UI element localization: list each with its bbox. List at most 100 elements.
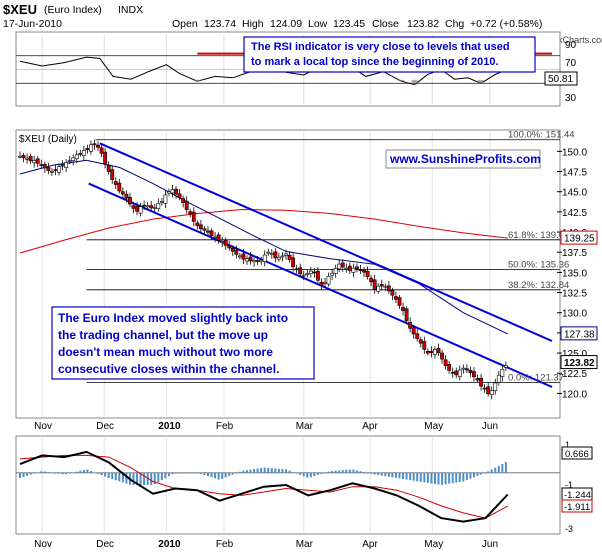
candle-down [482, 387, 487, 390]
fib-label: 100.0%: 151.44 [508, 130, 575, 141]
rsi-oversold-shade [411, 79, 418, 85]
macd-histogram-bar [253, 469, 256, 473]
price-note-line-1: The Euro Index moved slightly back into [58, 311, 288, 325]
rsi-oversold-shade [194, 79, 201, 82]
macd-histogram-bar [238, 471, 241, 473]
candle-up [18, 155, 22, 158]
macd-histogram-bar [426, 472, 429, 483]
x-label-nov: Nov [34, 421, 52, 432]
candle-up [259, 259, 264, 262]
candle-down [440, 352, 444, 360]
candle-down [418, 339, 423, 344]
macd-histogram-bar [86, 469, 89, 473]
macd-histogram-bar [504, 462, 507, 473]
high-label: High [242, 18, 264, 30]
macd-histogram-bar [416, 472, 419, 482]
candle-down [379, 284, 384, 287]
rsi-value-box [544, 71, 578, 86]
macd-histogram-bar [185, 472, 188, 474]
candle-down [128, 196, 132, 205]
macd-histogram-bar [263, 467, 266, 473]
candle-down [230, 248, 235, 252]
price-tick-label: 145.0 [562, 188, 587, 199]
macd-x-label-feb: Feb [216, 539, 234, 550]
macd-histogram-bar [54, 472, 57, 474]
macd-histogram-bar [490, 469, 493, 473]
macd-histogram-bar [249, 469, 252, 473]
candle-up [308, 270, 313, 274]
candle-down [358, 269, 363, 271]
candle-up [50, 171, 54, 173]
macd-histogram-bar [387, 472, 390, 477]
fib-label: 0.0%: 121.37 [508, 372, 564, 383]
macd-histogram-bar [267, 467, 270, 473]
close-label: Close [372, 18, 399, 30]
candle-down [202, 228, 207, 231]
macd-histogram-bar [480, 472, 483, 475]
macd-histogram-bar [494, 467, 497, 473]
candle-down [408, 321, 413, 329]
macd-histogram-bar [412, 472, 415, 481]
macd-histogram-bar [114, 472, 117, 481]
macd-histogram-bar [487, 471, 490, 473]
candle-down [21, 155, 26, 159]
candle-up [156, 202, 161, 209]
macd-histogram-bar [320, 472, 323, 474]
macd-histogram-bar [437, 472, 440, 485]
candle-down [42, 164, 47, 169]
candle-down [195, 222, 200, 227]
candle-up [323, 282, 327, 284]
channel-upper-line [99, 142, 553, 342]
macd-histogram-bar [274, 468, 277, 473]
macd-signal-line [19, 454, 508, 519]
candle-down [110, 169, 115, 180]
ma-long-value-tag: 139.25 [564, 234, 595, 245]
macd-line [19, 450, 509, 523]
ma-short-value-tag-box [560, 326, 598, 341]
candle-up [376, 285, 381, 292]
macd-histogram-bar [36, 472, 39, 474]
macd-histogram-bar [501, 463, 504, 473]
candle-down [340, 262, 345, 268]
symbol-label: $XEU [3, 2, 37, 17]
macd-histogram-bar [43, 471, 46, 473]
candle-up [433, 349, 437, 355]
fib-label: 38.2%: 132.84 [508, 280, 569, 291]
macd-histogram-bar [47, 472, 50, 473]
macd-histogram-bar [462, 472, 465, 482]
macd-histogram-bar [465, 472, 468, 481]
macd-histogram-bar [444, 472, 447, 485]
price-tick-label: 142.5 [562, 208, 587, 219]
price-tick-label: 122.5 [562, 369, 587, 380]
candle-down [124, 193, 129, 199]
macd-histogram-bar [256, 468, 259, 473]
candle-up [269, 253, 274, 255]
candle-down [411, 327, 416, 335]
macd-histogram-bar [285, 469, 287, 473]
macd-histogram-bar [324, 472, 327, 474]
macd-histogram-bar [79, 470, 82, 473]
close-value-tag: 123.82 [564, 358, 595, 369]
price-tick-label: 135.0 [562, 268, 587, 279]
macd-histogram-bar [118, 472, 121, 482]
candle-up [71, 157, 76, 161]
candle-down [472, 371, 476, 378]
site-label: www.SunshineProfits.com [389, 152, 541, 166]
macd-histogram-bar [189, 472, 192, 474]
macd-tick-1: 1 [565, 440, 570, 450]
candle-down [429, 350, 434, 354]
candle-down [447, 364, 452, 371]
candle-down [319, 281, 324, 286]
candle-down [92, 143, 97, 146]
macd-histogram-bar [469, 472, 472, 479]
candle-up [245, 258, 249, 262]
macd-histogram-bar [476, 472, 479, 476]
candle-up [500, 369, 505, 377]
macd-histogram-bar [306, 472, 309, 478]
rsi-value: 50.81 [548, 74, 573, 85]
macd-histogram-bar [384, 472, 387, 477]
x-label-feb: Feb [216, 421, 234, 432]
macd-histogram-bar [178, 472, 181, 474]
macd-histogram-bar [231, 472, 234, 475]
